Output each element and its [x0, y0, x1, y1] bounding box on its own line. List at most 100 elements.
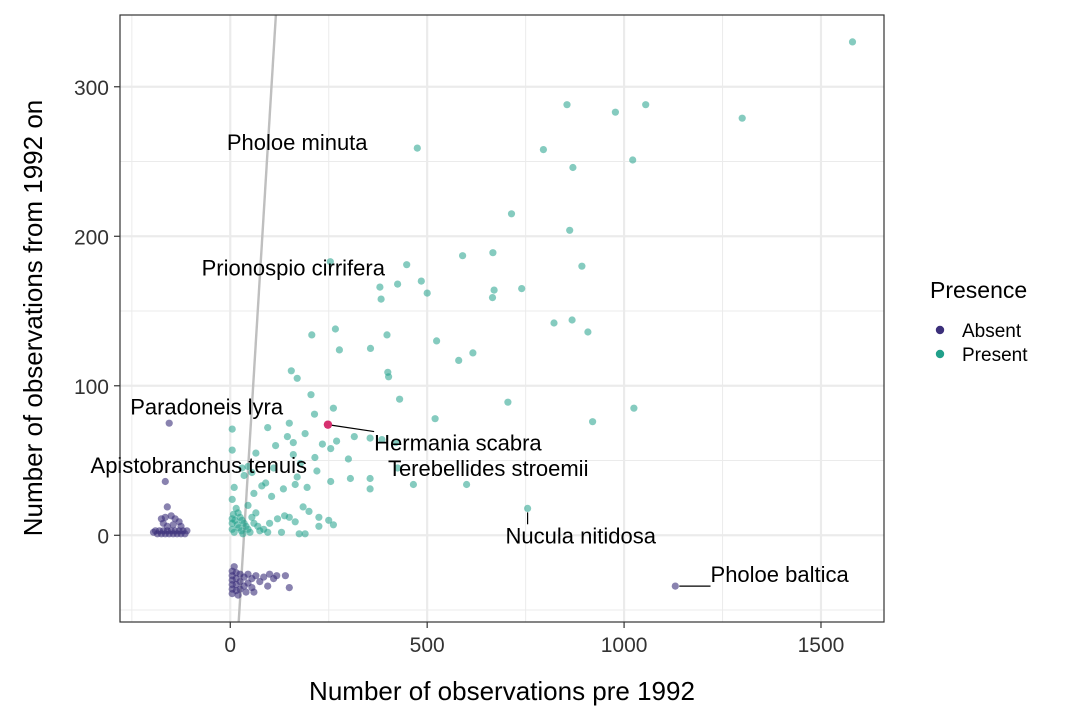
data-point-absent: [230, 563, 238, 571]
data-point-absent: [165, 419, 173, 427]
data-point-present: [277, 528, 286, 536]
data-point-present: [366, 485, 374, 493]
annotation-label: Terebellides stroemii: [388, 456, 589, 481]
data-point-absent: [149, 528, 158, 536]
data-points: [149, 38, 857, 599]
data-point-present: [291, 518, 299, 526]
data-point-present: [329, 404, 337, 412]
x-axis-title: Number of observations pre 1992: [309, 676, 695, 706]
data-point-present: [738, 114, 746, 122]
data-point-present: [394, 464, 402, 472]
data-point-present: [488, 294, 497, 302]
y-axis-ticks: 0 100 200 300: [74, 77, 120, 548]
data-point-present: [244, 462, 252, 471]
data-point-present: [539, 146, 548, 154]
data-point-present: [228, 495, 236, 503]
data-point-present: [285, 419, 293, 427]
data-point-present: [431, 415, 439, 423]
data-point-present: [283, 433, 291, 441]
annotation-leaders: [331, 424, 711, 587]
data-point-present: [630, 404, 638, 412]
data-point-present: [256, 527, 264, 535]
data-point-present: [524, 504, 532, 512]
legend-label-present: Present: [962, 345, 1028, 366]
data-point-present: [310, 410, 319, 418]
data-point-present: [301, 430, 309, 438]
data-point-present: [417, 277, 425, 285]
data-point-absent: [252, 572, 260, 580]
data-point-present: [230, 528, 238, 536]
data-point-present: [413, 144, 421, 152]
legend-title: Presence: [930, 277, 1027, 303]
data-point-present: [230, 483, 238, 491]
data-point-absent: [671, 582, 679, 590]
data-point-present: [566, 226, 574, 234]
data-point-present: [463, 480, 471, 489]
data-point-present: [270, 464, 278, 472]
data-point-absent: [260, 573, 268, 581]
data-point-present: [383, 331, 391, 339]
data-point-present: [507, 210, 516, 218]
data-point-present: [228, 425, 236, 433]
data-point-present: [331, 325, 339, 333]
data-point-present: [550, 319, 558, 327]
data-point-present: [409, 480, 417, 489]
data-point-present: [240, 471, 248, 480]
data-point-present: [469, 349, 477, 357]
data-point-present: [311, 453, 319, 462]
data-point-present: [396, 395, 404, 403]
data-point-present: [305, 507, 313, 515]
data-point-present: [403, 261, 411, 269]
annotation-label: Apistobranchus tenuis: [91, 453, 307, 478]
data-point-present: [238, 464, 246, 472]
data-point-absent: [264, 582, 272, 590]
data-point-present: [394, 280, 402, 288]
data-point-present: [377, 295, 385, 303]
y-tick-label: 200: [74, 226, 109, 249]
data-point-present: [569, 163, 577, 172]
data-point-absent: [281, 572, 289, 580]
data-point-present: [307, 391, 315, 399]
data-point-present: [423, 289, 431, 297]
x-tick-label: 1500: [798, 634, 845, 657]
data-point-present: [335, 346, 343, 354]
y-tick-label: 300: [74, 77, 109, 100]
data-point-present: [296, 459, 304, 468]
legend: Presence Absent Present: [930, 277, 1028, 366]
data-point-absent: [234, 591, 242, 599]
data-point-present: [392, 439, 400, 447]
data-point-present: [327, 445, 335, 453]
annotation-label: Pholoe minuta: [227, 130, 368, 155]
data-point-absent: [163, 522, 171, 530]
data-point-present: [518, 285, 526, 293]
annotation-label: Paradoneis lyra: [130, 395, 284, 420]
data-point-present: [289, 451, 297, 459]
plot-panel: [120, 15, 884, 622]
data-point-present: [228, 515, 236, 523]
annotation-label: Prionospio cirrifera: [202, 256, 386, 281]
data-point-present: [301, 530, 309, 538]
data-point-present: [346, 474, 354, 483]
y-tick-label: 0: [97, 525, 109, 548]
data-point-present: [248, 468, 256, 477]
data-point-present: [293, 374, 301, 382]
data-point-present: [291, 480, 299, 489]
data-point-present: [313, 467, 321, 475]
data-point-present: [299, 503, 307, 511]
data-point-present: [293, 473, 301, 481]
data-point-present: [289, 439, 297, 447]
data-point-absent: [163, 503, 171, 511]
data-point-present: [578, 262, 586, 270]
data-point-present: [385, 373, 393, 381]
data-point-present: [318, 440, 326, 448]
data-point-present: [642, 101, 650, 109]
annotation-leader: [331, 424, 375, 433]
data-point-present: [266, 519, 274, 527]
data-point-present: [344, 455, 352, 463]
data-point-present: [326, 258, 334, 266]
y-tick-label: 100: [74, 376, 109, 399]
data-point-absent: [242, 588, 250, 596]
annotation-labels: Pholoe minuta Prionospio cirrifera Paradon…: [91, 130, 850, 587]
data-point-present: [262, 479, 270, 487]
